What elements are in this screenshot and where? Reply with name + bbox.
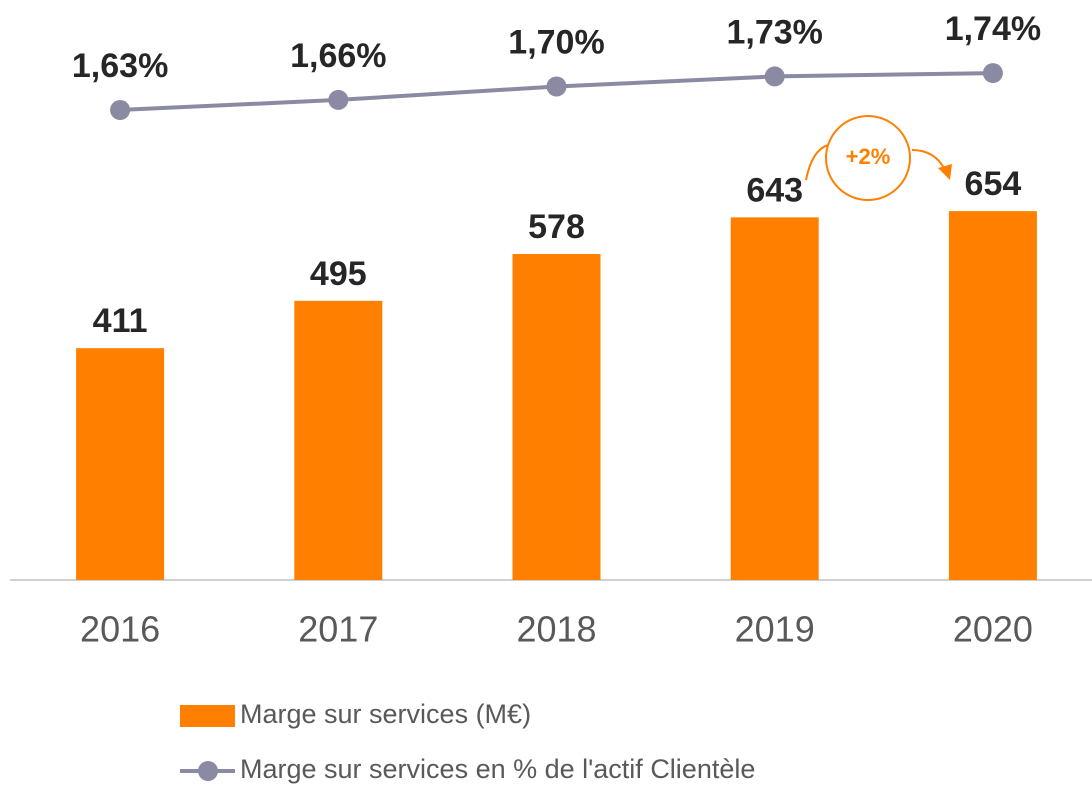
bar: [730, 217, 819, 580]
x-tick-label: 2017: [298, 609, 378, 650]
line-point: [546, 76, 567, 97]
legend-label: Marge sur services en % de l'actif Clien…: [240, 754, 755, 784]
bar-value-label: 654: [965, 165, 1022, 203]
annotation-arrow: [805, 144, 829, 181]
line-value-label: 1,74%: [945, 10, 1041, 48]
line-point: [328, 89, 349, 110]
x-tick-label: 2016: [80, 609, 160, 650]
line-value-label: 1,63%: [72, 47, 168, 85]
legend-swatch: [180, 705, 235, 727]
growth-annotation: +2%: [805, 115, 952, 201]
legend-label: Marge sur services (M€): [240, 699, 531, 729]
annotation-circle: [825, 115, 911, 201]
line-point: [764, 66, 785, 87]
line-value-label: 1,66%: [290, 37, 386, 75]
bar-value-label: 495: [310, 255, 367, 293]
x-tick-label: 2019: [735, 609, 815, 650]
x-tick-label: 2020: [953, 609, 1033, 650]
bar-value-label: 643: [746, 171, 803, 209]
line-value-label: 1,73%: [726, 13, 822, 51]
x-tick-label: 2018: [516, 609, 596, 650]
bar: [512, 254, 601, 580]
bar-value-label: 411: [93, 302, 148, 340]
arrow-head: [938, 164, 952, 180]
bar-value-label: 578: [528, 208, 585, 246]
bar: [948, 211, 1037, 581]
legend-swatch: [198, 761, 218, 781]
bar: [76, 348, 165, 580]
annotation-text: +2%: [846, 144, 891, 169]
line-value-label: 1,70%: [508, 23, 604, 61]
annotation-arrow: [911, 149, 946, 171]
bar: [294, 300, 383, 580]
line-point: [110, 100, 131, 120]
line-point: [982, 63, 1003, 84]
